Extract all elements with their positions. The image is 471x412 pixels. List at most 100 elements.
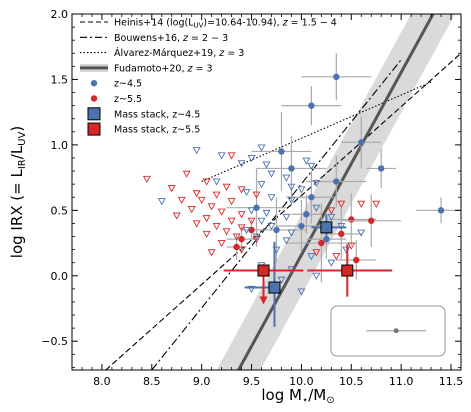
typical-error-box: [330, 305, 446, 357]
y-axis-title-end: ): [8, 126, 26, 132]
upper-limit-point: [287, 229, 296, 237]
x-axis-title-sub2: ⊙: [326, 395, 334, 406]
data-point: [298, 222, 305, 230]
legend-entry: Álvarez-Márquez+19, z = 3: [80, 47, 244, 59]
y-tick-label: −0.5: [41, 335, 68, 348]
legend-label: z~4.5: [114, 79, 142, 90]
legend-label-part: )=10.64-10.94),: [203, 18, 282, 29]
legend: Heinis+14 (log(LUV)=10.64-10.94), z = 1.…: [80, 18, 337, 136]
upper-limit-point: [227, 217, 236, 225]
legend-label-part: = 3: [193, 63, 213, 74]
data-point: [308, 102, 315, 109]
upper-limit-point: [182, 170, 191, 178]
mass-stack-point: [268, 281, 281, 294]
typical-error-point: [393, 328, 399, 334]
legend-entry: Mass stack, z~5.5: [87, 122, 200, 136]
upper-limit-point: [257, 181, 266, 189]
upper-limit-point: [202, 178, 211, 186]
legend-label-part: z~5.5: [114, 94, 142, 105]
upper-limit-point: [252, 236, 261, 244]
upper-limit-point: [177, 196, 186, 204]
upper-limit-point: [142, 175, 151, 184]
data-point: [278, 148, 285, 155]
upper-limit-point: [307, 253, 316, 261]
x-tick-label: 10.5: [339, 375, 364, 388]
legend-swatch-blue-dot: [90, 80, 98, 87]
legend-label-part: Mass stack, z~5.5: [114, 125, 200, 136]
upper-limit-point: [222, 228, 231, 236]
y-axis-title: log IRX (= LIR/LUV): [8, 126, 28, 258]
upper-limit-point: [332, 253, 341, 261]
data-point: [308, 194, 315, 201]
upper-limit-point: [167, 185, 176, 193]
upper-limit-point: [357, 200, 366, 208]
x-axis-title-sub: ⋆: [302, 395, 308, 406]
data-point: [288, 165, 295, 172]
legend-label: Bouwens+16, z = 2 − 3: [114, 33, 228, 44]
data-point: [253, 204, 260, 211]
upper-limit-point: [282, 174, 291, 182]
legend-swatch-red-square: [87, 122, 101, 136]
data-point: [348, 216, 355, 223]
upper-limit-point: [312, 272, 321, 280]
upper-limit-point: [217, 152, 226, 160]
plot-frame: [71, 13, 462, 371]
y-tick-label: 1.0: [51, 139, 69, 152]
x-tick-label: 9.0: [193, 375, 211, 388]
upper-limit-point: [237, 224, 246, 232]
series-mass-stack-z-4-5: [244, 214, 347, 327]
legend-label-part: = 3: [224, 48, 244, 59]
y-axis-title-mid: /L: [8, 145, 26, 159]
upper-limit-point: [227, 198, 236, 206]
legend-swatch-red-dot: [90, 95, 98, 102]
legend-label-part: = 2 − 3: [188, 33, 228, 44]
mass-stack-point: [257, 264, 270, 277]
upper-limit-point: [242, 188, 251, 197]
upper-limit-point: [237, 211, 246, 219]
legend-label-part: Bouwens+16,: [114, 33, 183, 44]
upper-limit-point: [202, 230, 211, 239]
x-tick-label: 8.0: [93, 375, 111, 388]
legend-label-part: Mass stack, z~4.5: [114, 109, 200, 120]
legend-label-part: z~4.5: [114, 79, 142, 90]
x-axis-title: log M⋆/M⊙: [261, 386, 334, 406]
upper-limit-point: [297, 186, 306, 194]
upper-limit-point: [242, 226, 251, 235]
y-tick-label: 0.5: [51, 204, 69, 217]
upper-limit-point: [357, 229, 366, 237]
upper-limit-point: [337, 200, 346, 208]
upper-limit-point: [312, 179, 321, 187]
upper-limit-point: [287, 196, 296, 204]
series-z-5-5-upper-limits: [142, 152, 381, 261]
legend-label-part: z: [182, 33, 189, 44]
series-z-4-5-upper-limits: [157, 144, 366, 296]
upper-limit-point: [207, 249, 216, 257]
upper-limit-point: [312, 249, 321, 257]
legend-label: z~5.5: [114, 94, 142, 105]
data-point: [353, 256, 360, 264]
legend-label-part: Álvarez-Márquez+19,: [114, 47, 219, 59]
upper-limit-point: [257, 144, 266, 152]
data-point: [233, 243, 240, 251]
upper-limit-point: [327, 259, 336, 267]
mass-stack-point: [341, 264, 354, 277]
upper-limit-point: [327, 207, 336, 215]
x-tick-label: 10.0: [289, 375, 314, 388]
upper-limit-point: [237, 186, 246, 194]
data-point: [303, 211, 310, 218]
legend-label-part: z: [218, 48, 225, 59]
legend-label: Mass stack, z~4.5: [114, 109, 200, 120]
data-point: [338, 230, 345, 238]
data-point: [378, 165, 385, 172]
upper-limit-point: [207, 203, 216, 211]
data-point: [437, 207, 445, 214]
upper-limit-point: [197, 196, 206, 204]
data-point: [273, 226, 280, 234]
data-point: [248, 226, 255, 234]
upper-limit-point: [157, 198, 166, 206]
mass-stack-point: [320, 221, 333, 234]
upper-limit-point: [297, 288, 306, 296]
upper-limit-point: [222, 183, 231, 191]
legend-entry: Bouwens+16, z = 2 − 3: [80, 33, 228, 44]
upper-limit-point: [282, 237, 291, 245]
